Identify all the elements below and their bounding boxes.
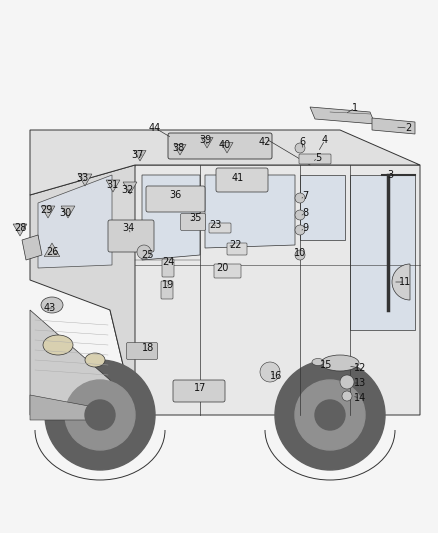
Text: 40: 40	[219, 140, 231, 150]
Text: 29: 29	[40, 205, 52, 215]
FancyBboxPatch shape	[299, 154, 331, 164]
Text: 10: 10	[294, 248, 306, 258]
Text: 19: 19	[162, 280, 174, 290]
Circle shape	[295, 143, 305, 153]
Text: 13: 13	[354, 378, 366, 388]
FancyBboxPatch shape	[127, 343, 158, 359]
Text: 16: 16	[270, 371, 282, 381]
Polygon shape	[30, 165, 135, 415]
Circle shape	[65, 380, 135, 450]
Text: 28: 28	[14, 223, 26, 233]
Text: 31: 31	[106, 180, 118, 190]
Circle shape	[340, 375, 354, 389]
Ellipse shape	[43, 335, 73, 355]
Polygon shape	[300, 175, 345, 240]
Text: 38: 38	[172, 143, 184, 153]
Ellipse shape	[321, 355, 359, 371]
Text: 3: 3	[387, 170, 393, 180]
FancyBboxPatch shape	[214, 264, 241, 278]
Circle shape	[275, 360, 385, 470]
Text: 25: 25	[142, 250, 154, 260]
Circle shape	[295, 250, 305, 260]
Polygon shape	[142, 175, 200, 260]
FancyBboxPatch shape	[168, 133, 272, 159]
FancyBboxPatch shape	[146, 186, 205, 212]
Text: 33: 33	[76, 173, 88, 183]
Circle shape	[295, 225, 305, 235]
Polygon shape	[22, 235, 42, 260]
FancyBboxPatch shape	[216, 168, 268, 192]
FancyBboxPatch shape	[161, 281, 173, 299]
Text: 42: 42	[259, 137, 271, 147]
Text: 39: 39	[199, 135, 211, 145]
FancyBboxPatch shape	[162, 259, 174, 277]
FancyBboxPatch shape	[108, 220, 154, 252]
Polygon shape	[205, 175, 295, 248]
Text: 37: 37	[132, 150, 144, 160]
Ellipse shape	[41, 297, 63, 313]
Text: 8: 8	[302, 208, 308, 218]
Circle shape	[315, 400, 345, 430]
Text: 14: 14	[354, 393, 366, 403]
Text: 17: 17	[194, 383, 206, 393]
Text: 18: 18	[142, 343, 154, 353]
Text: 36: 36	[169, 190, 181, 200]
Text: 41: 41	[232, 173, 244, 183]
Text: 12: 12	[354, 363, 366, 373]
Polygon shape	[30, 395, 110, 420]
Text: 35: 35	[189, 213, 201, 223]
Text: 15: 15	[320, 360, 332, 370]
Polygon shape	[30, 130, 420, 195]
Polygon shape	[310, 107, 375, 124]
Text: 24: 24	[162, 257, 174, 267]
Circle shape	[342, 391, 352, 401]
Text: 4: 4	[322, 135, 328, 145]
Circle shape	[295, 193, 305, 203]
Ellipse shape	[85, 353, 105, 367]
FancyBboxPatch shape	[209, 223, 231, 233]
Text: 6: 6	[299, 137, 305, 147]
Text: 9: 9	[302, 223, 308, 233]
Text: 11: 11	[399, 277, 411, 287]
FancyBboxPatch shape	[227, 243, 247, 255]
Polygon shape	[30, 310, 110, 415]
FancyBboxPatch shape	[180, 214, 205, 230]
Circle shape	[45, 360, 155, 470]
Text: 23: 23	[209, 220, 221, 230]
Polygon shape	[110, 165, 420, 415]
Text: 5: 5	[315, 153, 321, 163]
Circle shape	[260, 362, 280, 382]
Circle shape	[137, 245, 151, 259]
Text: 30: 30	[59, 208, 71, 218]
Ellipse shape	[312, 359, 324, 366]
Text: 43: 43	[44, 303, 56, 313]
Polygon shape	[38, 175, 112, 268]
Text: 32: 32	[122, 185, 134, 195]
Text: 44: 44	[149, 123, 161, 133]
Text: 20: 20	[216, 263, 228, 273]
Wedge shape	[392, 264, 410, 300]
Text: 22: 22	[229, 240, 241, 250]
Text: 7: 7	[302, 191, 308, 201]
Circle shape	[295, 210, 305, 220]
Circle shape	[85, 400, 115, 430]
Polygon shape	[372, 118, 415, 134]
Polygon shape	[350, 175, 415, 330]
Text: 26: 26	[46, 247, 58, 257]
Text: 34: 34	[122, 223, 134, 233]
Text: 2: 2	[405, 123, 411, 133]
FancyBboxPatch shape	[173, 380, 225, 402]
Text: 1: 1	[352, 103, 358, 113]
Circle shape	[295, 380, 365, 450]
